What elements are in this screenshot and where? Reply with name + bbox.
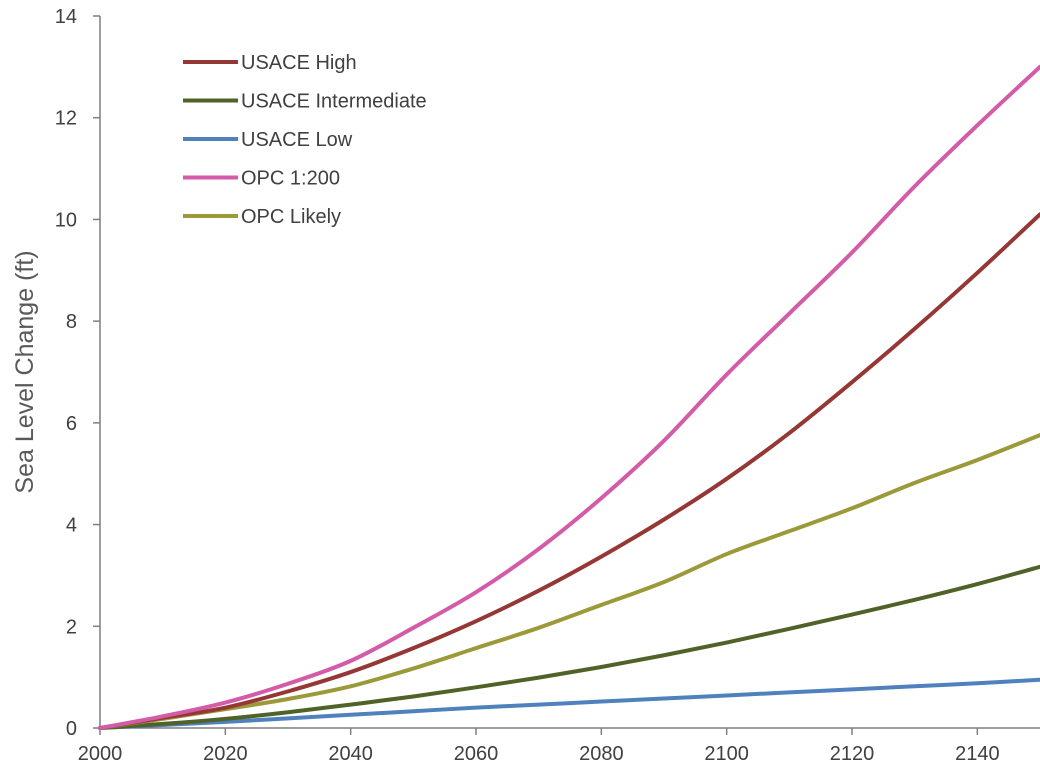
y-tick-label: 2: [66, 616, 77, 638]
y-tick-label: 8: [66, 311, 77, 333]
x-tick-label: 2140: [955, 743, 1000, 765]
x-tick-label: 2060: [454, 743, 499, 765]
y-tick-label: 4: [66, 515, 77, 537]
y-axis-title: Sea Level Change (ft): [11, 250, 39, 493]
x-tick-label: 2020: [203, 743, 248, 765]
y-tick-label: 12: [55, 108, 77, 130]
legend-label-opc-1-200: OPC 1:200: [241, 168, 340, 190]
x-tick-label: 2040: [328, 743, 373, 765]
y-tick-label: 14: [55, 6, 77, 28]
x-tick-label: 2080: [579, 743, 624, 765]
legend: USACE High USACE Intermediate USACE Low OPC…: [183, 52, 427, 228]
series-line-usace-high: [98, 212, 1040, 730]
axes: [93, 15, 1040, 735]
x-tick-label: 2100: [704, 743, 749, 765]
series-line-opc-1-200: [98, 64, 1040, 730]
series-line-usace-low: [98, 677, 1040, 730]
tick-labels: 0 2 4 6 8 10 12 14 2000 2020 2040 2060 2080 2100 2120 2…: [55, 6, 1000, 765]
x-tick-label: 2000: [78, 743, 123, 765]
series-line-opc-likely: [98, 433, 1040, 730]
legend-label-usace-low: USACE Low: [241, 129, 353, 151]
y-tick-label: 6: [66, 413, 77, 435]
y-tick-label: 0: [66, 718, 77, 740]
legend-label-usace-high: USACE High: [241, 52, 357, 74]
series-line-usace-intermediate: [98, 564, 1040, 730]
series-lines: [98, 64, 1040, 730]
legend-label-usace-intermediate: USACE Intermediate: [241, 91, 427, 113]
legend-label-opc-likely: OPC Likely: [241, 206, 341, 228]
y-tick-label: 10: [55, 209, 77, 231]
x-tick-label: 2120: [830, 743, 875, 765]
